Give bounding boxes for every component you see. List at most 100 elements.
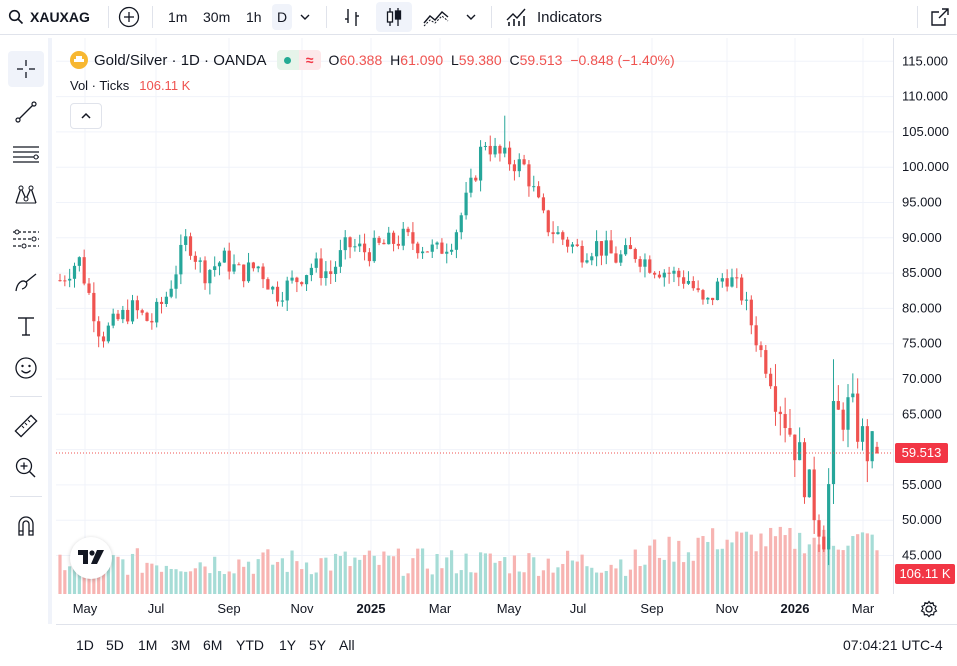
candle-body <box>711 297 715 301</box>
volume-bar <box>454 573 459 594</box>
candle-body <box>261 266 265 280</box>
volume-bar <box>532 557 536 594</box>
volume-bar <box>653 539 657 594</box>
candle-body <box>155 301 159 323</box>
candle-body <box>478 146 483 181</box>
volume-bar <box>338 556 342 594</box>
brush-tool[interactable] <box>8 265 44 301</box>
candle-body <box>822 536 826 550</box>
candle-body <box>841 409 845 430</box>
range-ytd[interactable]: YTD <box>236 637 264 653</box>
volume-bar <box>464 553 468 594</box>
volume-bar <box>58 554 62 594</box>
price-tick-label: 90.000 <box>902 230 942 245</box>
candle-body <box>420 251 425 254</box>
candle-body <box>507 147 512 165</box>
candle-body <box>851 393 855 398</box>
settings-button[interactable] <box>918 598 940 620</box>
price-chart[interactable] <box>56 38 893 594</box>
candle-body <box>362 243 367 253</box>
volume-bar <box>275 561 280 594</box>
chart-pane[interactable] <box>56 38 893 594</box>
compare-add-button[interactable] <box>118 0 140 34</box>
tradingview-logo[interactable] <box>70 537 112 579</box>
candle-body <box>300 282 304 285</box>
volume-label[interactable]: Vol · Ticks <box>70 78 130 93</box>
candle-body <box>440 242 444 254</box>
candle-body <box>754 325 758 346</box>
text-tool[interactable] <box>8 308 44 344</box>
trend-line-tool[interactable] <box>8 94 44 130</box>
volume-bar <box>358 559 362 594</box>
market-status-badge[interactable]: ≈ <box>276 50 321 70</box>
area-style-button[interactable] <box>422 0 450 34</box>
open-in-new-window-button[interactable] <box>929 0 951 34</box>
forecast-tool[interactable] <box>8 221 44 257</box>
candle-body <box>367 252 371 262</box>
top-toolbar: XAUXAG 1m 30m 1h D Indicators <box>0 0 957 35</box>
candle-body <box>773 386 778 412</box>
candle-body <box>101 336 106 342</box>
range-1y[interactable]: 1Y <box>279 637 297 653</box>
range-1d[interactable]: 1D <box>76 637 94 653</box>
pattern-tool[interactable] <box>8 178 44 214</box>
candle-body <box>411 232 415 244</box>
interval-30m[interactable]: 30m <box>203 9 231 25</box>
interval-dropdown[interactable] <box>299 0 311 34</box>
range-3m[interactable]: 3M <box>171 637 191 653</box>
volume-bar <box>333 553 338 594</box>
volume-bar <box>353 557 357 594</box>
magnet-tool[interactable] <box>8 508 44 544</box>
range-6m[interactable]: 6M <box>203 637 223 653</box>
volume-bar <box>449 550 454 594</box>
series-title[interactable]: Gold/Silver · 1D · OANDA <box>94 51 267 69</box>
volume-bar <box>802 553 807 594</box>
volume-bar <box>865 533 869 594</box>
volume-bar <box>566 550 570 594</box>
interval-d[interactable]: D <box>272 4 293 30</box>
candle-body <box>870 431 874 462</box>
close-label: C <box>509 52 520 68</box>
trend-line-icon <box>15 101 37 123</box>
clock[interactable]: 07:04:21 UTC-4 <box>843 637 943 653</box>
candle-body <box>208 270 212 284</box>
gear-icon <box>920 600 938 618</box>
measure-tool[interactable] <box>8 408 44 444</box>
interval-1m[interactable]: 1m <box>168 9 188 25</box>
range-1m[interactable]: 1M <box>138 637 158 653</box>
fib-tool[interactable] <box>8 136 44 172</box>
volume-bar <box>116 556 120 594</box>
time-tick-label: May <box>73 601 98 616</box>
collapse-legend-button[interactable] <box>70 103 102 129</box>
candle-body <box>740 277 744 301</box>
candle-body <box>856 393 860 442</box>
emoji-tool[interactable] <box>8 350 44 386</box>
range-5y[interactable]: 5Y <box>309 637 327 653</box>
chart-style-dropdown[interactable] <box>465 0 477 34</box>
symbol-search[interactable]: XAUXAG <box>8 0 90 34</box>
candles-style-button[interactable] <box>376 2 412 32</box>
zoom-in-tool[interactable] <box>8 450 44 486</box>
price-tick-label: 65.000 <box>902 406 942 421</box>
volume-bar <box>812 537 816 594</box>
zoom-in-icon <box>15 457 36 478</box>
candle-body <box>396 243 401 246</box>
candle-body <box>126 309 130 322</box>
candle-body <box>97 321 101 337</box>
bars-style-button[interactable] <box>341 0 363 34</box>
volume-bar <box>527 553 531 594</box>
crosshair-tool[interactable] <box>8 51 44 87</box>
volume-bar <box>604 570 608 594</box>
volume-bar <box>237 559 241 594</box>
candle-body <box>522 159 526 165</box>
range-5d[interactable]: 5D <box>106 637 124 653</box>
time-axis[interactable]: May Jul Sep Nov 2025 Mar May Jul Sep Nov 2026 Mar <box>56 594 893 624</box>
candle-body <box>865 426 869 462</box>
interval-1h[interactable]: 1h <box>246 9 262 25</box>
indicators-button[interactable]: Indicators <box>505 0 602 34</box>
volume-bar <box>135 548 139 594</box>
range-all[interactable]: All <box>339 637 355 653</box>
price-axis[interactable]: 115.000 110.000 105.000 100.000 95.000 90.000… <box>893 38 957 594</box>
candle-body <box>860 426 865 442</box>
volume-bar <box>382 551 386 594</box>
